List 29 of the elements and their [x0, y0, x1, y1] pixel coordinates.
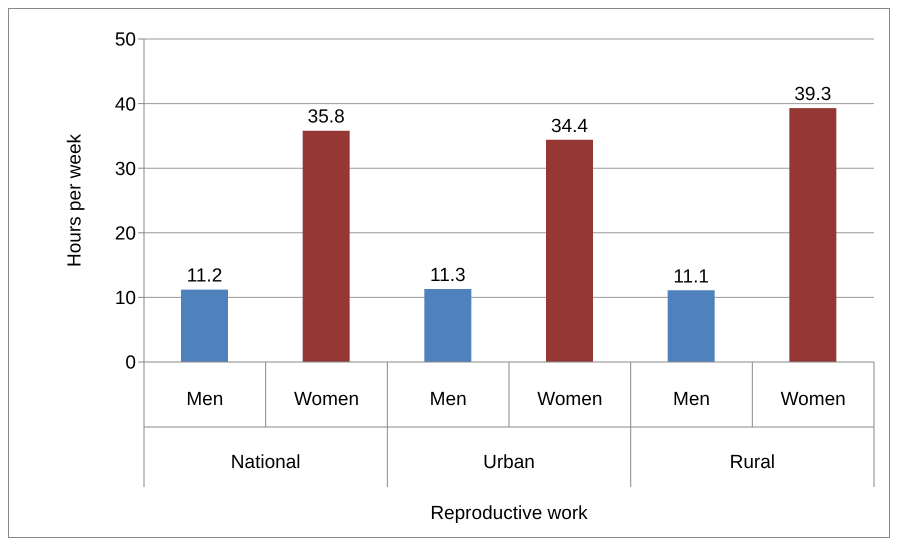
- bar: [302, 130, 350, 362]
- y-tick-label: 10: [114, 288, 136, 310]
- y-tick-label: 30: [114, 158, 136, 180]
- data-label: 35.8: [308, 106, 345, 128]
- bar: [789, 108, 836, 362]
- y-tick-label: 50: [114, 30, 136, 51]
- bar: [668, 290, 715, 362]
- y-tick-label: 20: [114, 224, 136, 245]
- data-label: 11.2: [186, 266, 222, 287]
- y-tick-label: 0: [125, 352, 136, 374]
- text: National: [230, 452, 301, 473]
- x-axis-title: Reproductive work: [430, 503, 588, 524]
- bar: [424, 289, 472, 362]
- x-tick-label: Men: [673, 389, 710, 410]
- x-tick-label: Women: [780, 389, 846, 410]
- x-tick-label: Men: [430, 389, 467, 410]
- text: Rural: [730, 452, 776, 473]
- data-label: 11.1: [673, 266, 709, 288]
- data-label: 34.4: [551, 116, 588, 137]
- x-tick-label: Women: [537, 389, 602, 410]
- x-tick-label: Men: [186, 389, 224, 410]
- data-label: 39.3: [794, 84, 832, 106]
- bar: [546, 140, 593, 362]
- text: Urban: [483, 452, 535, 473]
- y-axis-title: Hours per week: [64, 133, 86, 268]
- data-label: 11.3: [430, 265, 466, 286]
- x-tick-label: Women: [294, 389, 360, 410]
- bar: [181, 290, 228, 362]
- y-tick-label: 40: [114, 94, 136, 116]
